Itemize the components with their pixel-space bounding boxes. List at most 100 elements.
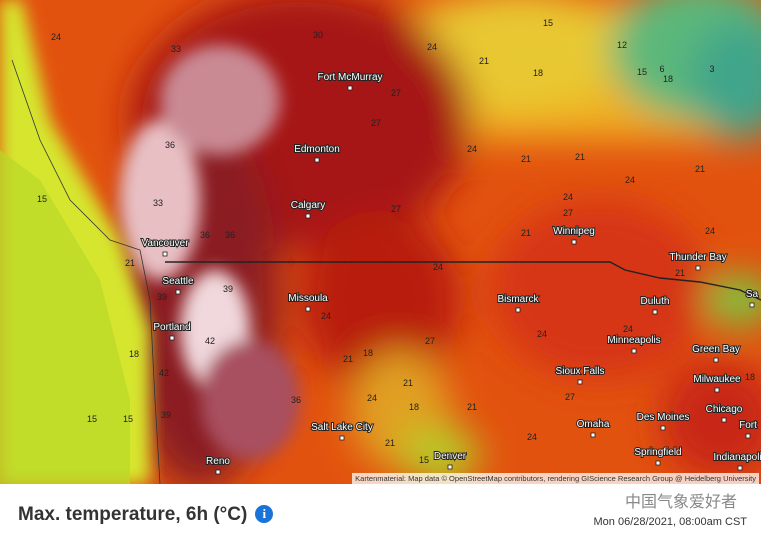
city-marker [515, 307, 521, 313]
temperature-label: 15 [37, 194, 47, 204]
temperature-label: 18 [409, 402, 419, 412]
city-marker [175, 289, 181, 295]
temperature-label: 36 [291, 395, 301, 405]
city-label: Chicago [706, 404, 743, 415]
title: Max. temperature, 6h (°C) i [18, 504, 274, 526]
temperature-label: 18 [533, 68, 543, 78]
temperature-label: 27 [425, 336, 435, 346]
temperature-label: 21 [695, 164, 705, 174]
city-marker [749, 302, 755, 308]
temperature-label: 24 [563, 192, 573, 202]
city-label: Calgary [291, 200, 325, 211]
temperature-label: 18 [363, 348, 373, 358]
watermark: 中国气象爱好者 [624, 494, 737, 511]
temperature-label: 27 [371, 118, 381, 128]
temperature-label: 24 [625, 175, 635, 185]
city-label: Indianapolis [713, 452, 761, 463]
city-marker [577, 379, 583, 385]
coastline [11, 59, 161, 484]
temperature-label: 3 [709, 64, 714, 74]
temperature-label: 21 [521, 154, 531, 164]
temperature-label: 15 [87, 414, 97, 424]
hot-zone [120, 45, 300, 460]
city-marker [714, 387, 720, 393]
title-text: Max. temperature, 6h (°C) [18, 504, 248, 525]
temperature-label: 42 [205, 336, 215, 346]
temperature-label: 24 [427, 42, 437, 52]
temperature-label: 21 [467, 402, 477, 412]
temperature-label: 27 [391, 88, 401, 98]
temperature-label: 33 [153, 198, 163, 208]
city-label: Denver [434, 451, 467, 462]
temperature-label: 27 [563, 208, 573, 218]
city-marker [447, 464, 453, 470]
city-label: Thunder Bay [669, 252, 726, 263]
temperature-label: 24 [527, 432, 537, 442]
temperature-label: 24 [51, 32, 61, 42]
city-marker [571, 239, 577, 245]
temperature-label: 42 [159, 368, 169, 378]
temperature-label: 24 [321, 311, 331, 321]
temperature-label: 18 [663, 74, 673, 84]
city-marker [215, 469, 221, 475]
city-marker [631, 348, 637, 354]
city-label: Fort [739, 420, 757, 431]
footer: Max. temperature, 6h (°C) i 中国气象爱好者 Mon 0… [0, 484, 761, 533]
ocean-zone [0, 150, 130, 484]
city-marker [314, 157, 320, 163]
city-label: Vancouver [141, 238, 189, 249]
city-marker [721, 417, 727, 423]
city-marker [169, 335, 175, 341]
city-label: Reno [206, 456, 230, 467]
temperature-label: 21 [479, 56, 489, 66]
timestamp: Mon 06/28/2021, 08:00am CST [593, 516, 747, 528]
city-label: Springfield [634, 447, 681, 458]
temperature-label: 6 [659, 64, 664, 74]
city-label: Bismarck [497, 294, 539, 305]
temperature-label: 21 [675, 268, 685, 278]
temperature-label: 24 [433, 262, 443, 272]
temperature-label: 21 [403, 378, 413, 388]
temperature-label: 18 [129, 349, 139, 359]
city-marker [655, 460, 661, 466]
temperature-label: 21 [125, 258, 135, 268]
temperature-label: 39 [223, 284, 233, 294]
city-marker [305, 306, 311, 312]
city-labels: Fort McMurray Edmonton Calgary Vancouver Sea… [140, 71, 761, 475]
attribution: Kartenmaterial: Map data © OpenStreetMap… [352, 473, 759, 484]
city-marker [339, 435, 345, 441]
city-marker [347, 85, 353, 91]
city-label: Green Bay [692, 344, 740, 355]
temperature-label: 36 [200, 230, 210, 240]
city-marker [305, 213, 311, 219]
temperature-label: 30 [313, 30, 323, 40]
city-marker [695, 265, 701, 271]
temperature-label: 24 [467, 144, 477, 154]
city-label: Fort McMurray [318, 72, 383, 83]
city-label: Omaha [577, 419, 610, 430]
city-label: Milwaukee [693, 374, 741, 385]
temperature-label: 39 [161, 410, 171, 420]
temperature-label: 21 [575, 152, 585, 162]
city-label: Minneapolis [607, 335, 660, 346]
temperature-label: 21 [521, 228, 531, 238]
city-label: Missoula [288, 293, 328, 304]
city-marker [745, 433, 751, 439]
temperature-label: 33 [171, 44, 181, 54]
city-label: Winnipeg [553, 226, 595, 237]
border-line [165, 261, 761, 301]
temperature-label: 24 [623, 324, 633, 334]
city-label: Portland [153, 322, 190, 333]
city-label: Seattle [162, 276, 194, 287]
city-label: Duluth [641, 296, 670, 307]
temperature-label: 15 [419, 455, 429, 465]
temperature-label: 15 [543, 18, 553, 28]
city-label: Edmonton [294, 144, 340, 155]
info-icon[interactable]: i [255, 505, 274, 523]
city-marker [737, 465, 743, 471]
city-marker [713, 357, 719, 363]
temperature-label: 27 [565, 392, 575, 402]
temperature-label: 36 [225, 230, 235, 240]
